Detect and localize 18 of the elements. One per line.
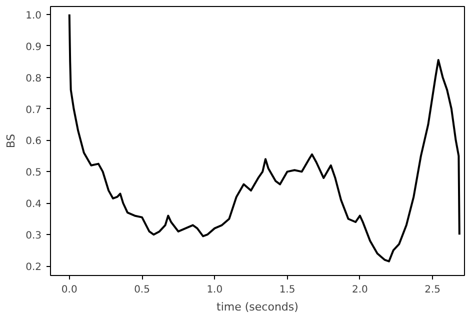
x-axis-title: time (seconds) <box>216 300 298 314</box>
y-tick-label: 0.7 <box>26 104 42 116</box>
x-tick-label: 1.5 <box>279 284 296 296</box>
line-series <box>68 13 460 262</box>
y-axis-title: BS <box>4 134 18 148</box>
y-tick-label: 0.9 <box>26 42 42 53</box>
y-tick-label: 0.4 <box>26 199 42 210</box>
y-tick-label: 0.2 <box>26 262 42 274</box>
x-tick-label: 0.0 <box>61 284 78 296</box>
x-tick-label: 0.5 <box>134 284 150 296</box>
x-tick-label: 2.0 <box>352 284 368 296</box>
y-tick-label: 1.0 <box>26 10 42 22</box>
x-tick-label: 1.0 <box>206 284 223 296</box>
y-tick-label: 0.6 <box>26 136 42 148</box>
y-tick-label: 0.8 <box>26 73 42 84</box>
y-tick-label: 0.5 <box>26 168 42 179</box>
x-tick-label: 2.5 <box>424 284 440 296</box>
y-tick-label: 0.3 <box>26 230 42 242</box>
